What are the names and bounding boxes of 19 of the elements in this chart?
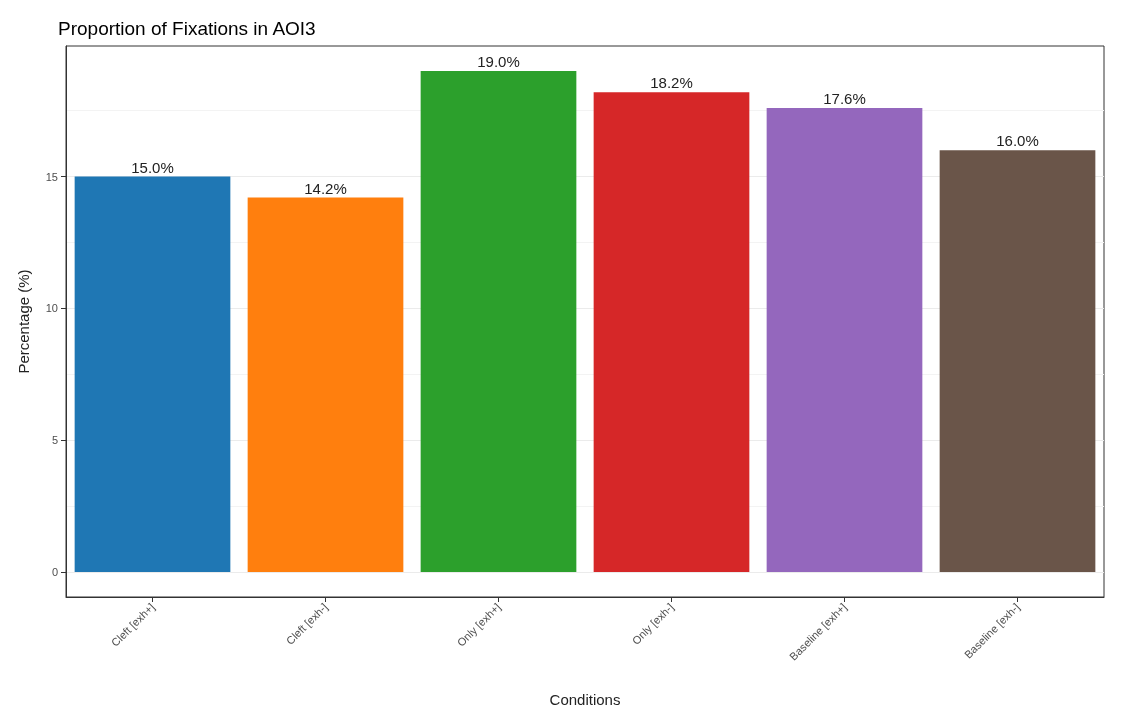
bar	[74, 176, 231, 572]
y-tick-label: 0	[51, 565, 58, 578]
y-tick-label: 15	[45, 170, 58, 183]
data-label: 14.2%	[304, 179, 347, 197]
data-label: 15.0%	[131, 158, 174, 176]
y-tick-label: 5	[51, 434, 58, 447]
bar	[247, 197, 404, 572]
data-label: 16.0%	[996, 132, 1039, 150]
data-label: 18.2%	[650, 74, 693, 92]
bar	[939, 150, 1096, 572]
data-label: 19.0%	[477, 53, 520, 71]
bar	[766, 107, 923, 572]
x-axis-title: Conditions	[549, 691, 621, 708]
y-axis-title: Percentage (%)	[15, 269, 32, 374]
bar	[593, 92, 750, 572]
bar	[420, 71, 577, 572]
y-tick-label: 10	[45, 302, 58, 315]
chart-title: Proportion of Fixations in AOI3	[58, 18, 316, 39]
data-label: 17.6%	[823, 89, 866, 107]
